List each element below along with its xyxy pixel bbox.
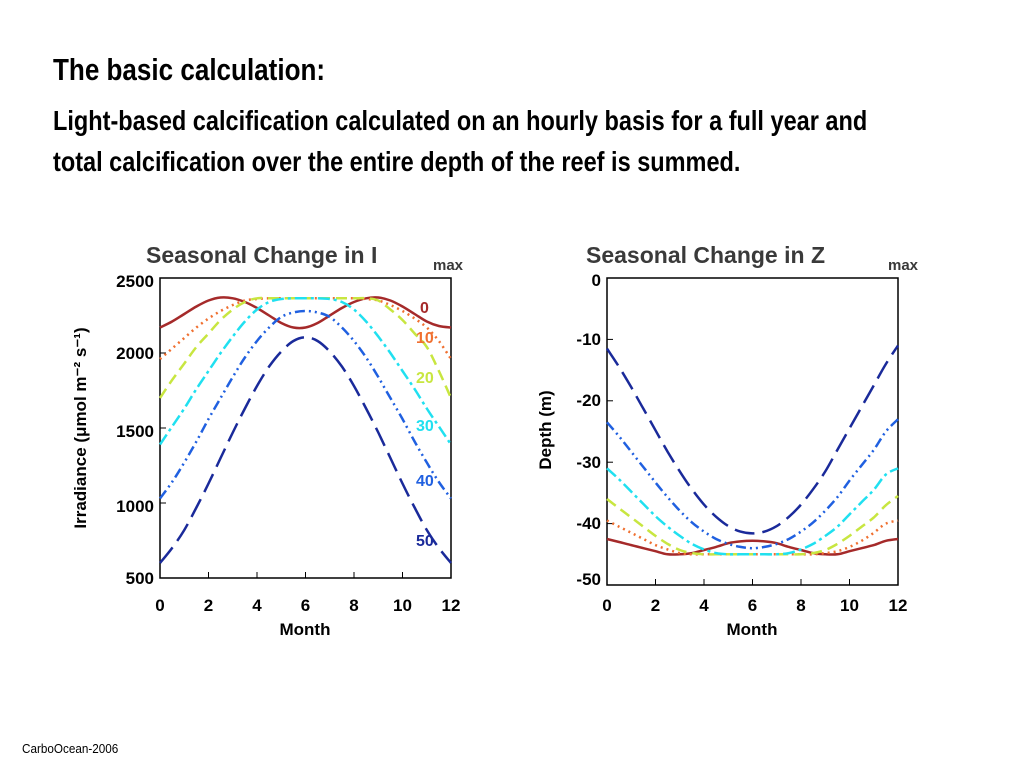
- x-tick-label: 12: [442, 596, 461, 615]
- y-tick-label: 1000: [116, 497, 154, 516]
- x-tick-label: 4: [699, 596, 709, 615]
- y-axis-title: Depth (m): [536, 390, 555, 469]
- series-label-10: 10: [416, 330, 434, 347]
- series-line-0: [159, 296, 452, 330]
- x-tick-label: 4: [252, 596, 262, 615]
- y-tick-marks: [160, 352, 166, 504]
- x-tick-label: 6: [748, 596, 757, 615]
- y-tick-label: 500: [126, 569, 154, 588]
- y-tick-label: -10: [576, 330, 601, 349]
- plot-frame: [606, 277, 899, 586]
- x-tick-label: 10: [393, 596, 412, 615]
- series-label-50: 50: [416, 533, 434, 550]
- y-tick-label: 2500: [116, 272, 154, 291]
- y-tick-marks: [607, 338, 613, 525]
- series-line-10: [606, 519, 899, 556]
- x-tick-label: 8: [796, 596, 805, 615]
- y-tick-label: -40: [576, 514, 601, 533]
- y-tick-label: 1500: [116, 422, 154, 441]
- series-line-30: [606, 467, 899, 556]
- irradiance-chart: Seasonal Change in I max 0 2 4 6 8 10 12…: [71, 242, 464, 639]
- y-tick-label: -50: [576, 570, 601, 589]
- slide-title: The basic calculation:: [53, 52, 326, 87]
- y-tick-label: -30: [576, 453, 601, 472]
- series-line-40: [606, 418, 899, 550]
- depth-chart: Seasonal Change in Z max 0 2 4 6 8 10 12…: [536, 242, 919, 639]
- y-tick-label: -20: [576, 391, 601, 410]
- x-tick-label: 2: [204, 596, 213, 615]
- x-tick-label: 8: [349, 596, 358, 615]
- series-line-50: [159, 336, 452, 564]
- x-tick-label: 10: [840, 596, 859, 615]
- series-label-20: 20: [416, 370, 434, 387]
- series-label-40: 40: [416, 473, 434, 490]
- x-axis-title: Month: [280, 620, 331, 639]
- series-line-50: [605, 344, 900, 535]
- series-line-40: [158, 309, 453, 500]
- chart-title-subscript: max: [888, 257, 919, 274]
- x-axis-title: Month: [727, 620, 778, 639]
- series-line-20: [158, 296, 453, 399]
- chart-title: Seasonal Change in Z: [586, 242, 825, 268]
- x-tick-marks: [655, 579, 850, 585]
- series-line-0: [606, 537, 899, 556]
- footer-text: CarboOcean-2006: [22, 741, 119, 756]
- x-tick-label: 12: [889, 596, 908, 615]
- series-lines: [158, 296, 453, 564]
- x-tick-label: 0: [602, 596, 611, 615]
- series-label-0: 0: [420, 300, 429, 317]
- x-tick-label: 0: [155, 596, 164, 615]
- series-lines: [605, 344, 900, 556]
- x-tick-label: 6: [301, 596, 310, 615]
- series-label-30: 30: [416, 418, 434, 435]
- slide-subtitle: Light-based calcification calculated on …: [53, 105, 868, 177]
- chart-title: Seasonal Change in I: [146, 242, 377, 268]
- x-tick-label: 2: [651, 596, 660, 615]
- chart-title-subscript: max: [433, 257, 464, 274]
- series-line-30: [158, 296, 453, 446]
- y-tick-label: 2000: [116, 344, 154, 363]
- y-tick-label: 0: [592, 271, 601, 290]
- series-line-20: [606, 494, 899, 556]
- y-axis-title: Irradiance (μmol m⁻² s⁻¹): [71, 327, 90, 528]
- x-tick-marks: [208, 572, 403, 578]
